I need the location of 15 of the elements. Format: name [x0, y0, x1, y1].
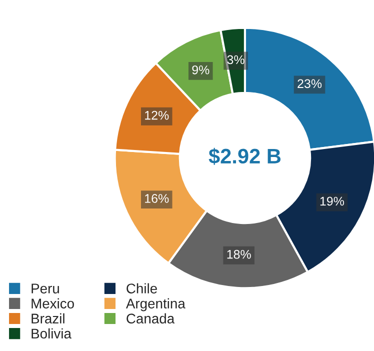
legend-label: Mexico [32, 298, 74, 308]
data-label: 18% [227, 250, 251, 259]
legend-label: Peru [32, 284, 59, 294]
data-label: 9% [192, 65, 210, 74]
data-label: 3% [227, 55, 244, 64]
text: $2.92 B [208, 148, 281, 165]
legend-label: Chile [126, 283, 157, 294]
data-label: 23% [298, 79, 322, 88]
legend-label: Brazil [32, 313, 64, 324]
data-label: 16% [145, 194, 169, 203]
legend-label: Canada [126, 313, 175, 324]
legend-label: Argentina [126, 298, 186, 312]
data-label: 12% [145, 110, 169, 120]
legend-label: Bolivia [32, 328, 72, 339]
data-label: 19% [320, 196, 344, 206]
